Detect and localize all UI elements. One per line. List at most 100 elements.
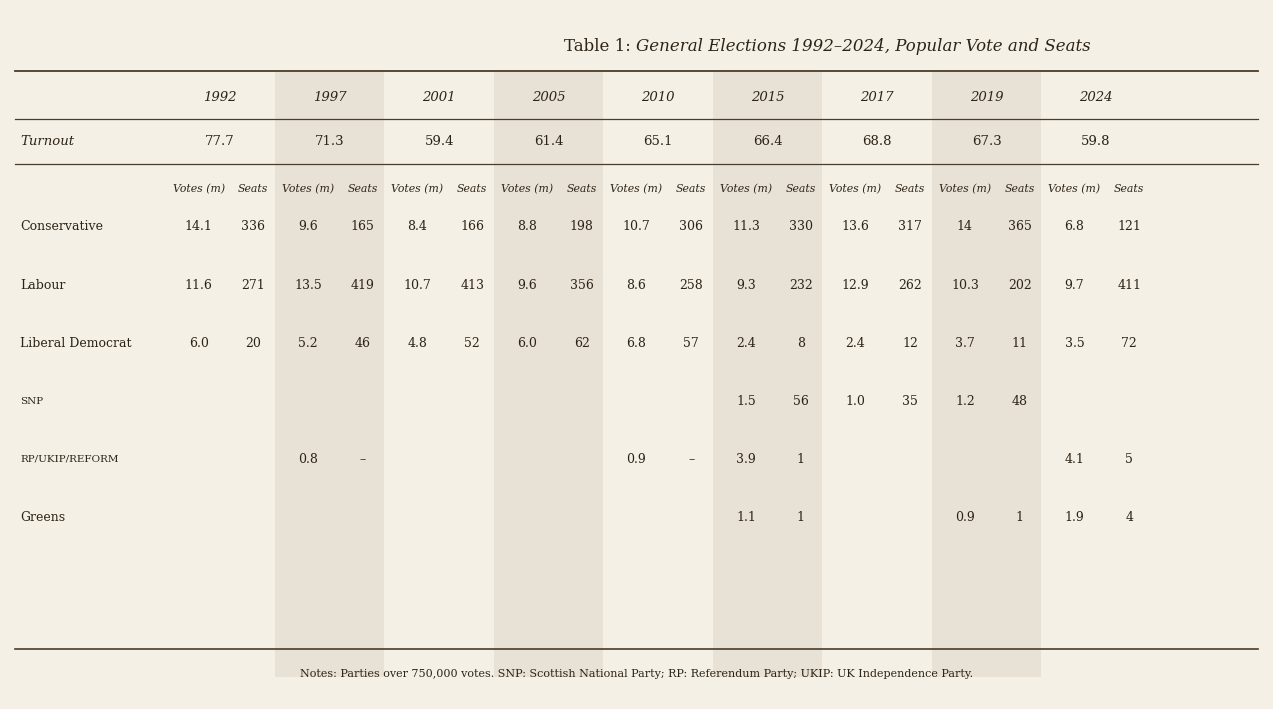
Text: 2.4: 2.4 [845,337,866,350]
Text: 3.5: 3.5 [1064,337,1085,350]
Text: 3.9: 3.9 [736,453,756,466]
Text: 365: 365 [1008,220,1031,233]
Text: Seats: Seats [348,184,378,194]
Text: 67.3: 67.3 [971,135,1002,148]
Text: Seats: Seats [676,184,707,194]
Text: Votes (m): Votes (m) [1049,184,1100,194]
Text: 1: 1 [797,511,805,524]
Text: 232: 232 [789,279,812,291]
Text: 2024: 2024 [1080,91,1113,104]
Text: Votes (m): Votes (m) [173,184,224,194]
Text: 1992: 1992 [204,91,237,104]
Text: Conservative: Conservative [20,220,103,233]
Text: 1: 1 [1016,511,1023,524]
Text: 166: 166 [461,220,484,233]
Text: 258: 258 [680,279,703,291]
Text: 2005: 2005 [532,91,565,104]
Text: 9.3: 9.3 [736,279,756,291]
Text: 8.6: 8.6 [626,279,647,291]
Text: 46: 46 [355,337,370,350]
Text: –: – [360,453,365,466]
Text: –: – [689,453,694,466]
Text: 271: 271 [242,279,265,291]
Text: 12: 12 [903,337,918,350]
Text: 2017: 2017 [861,91,894,104]
Text: 1.0: 1.0 [845,395,866,408]
Text: Greens: Greens [20,511,65,524]
Text: 13.5: 13.5 [294,279,322,291]
Text: Votes (m): Votes (m) [830,184,881,194]
Text: 65.1: 65.1 [643,135,673,148]
Text: 202: 202 [1008,279,1031,291]
Text: 8.8: 8.8 [517,220,537,233]
Text: Seats: Seats [1114,184,1144,194]
Text: 62: 62 [574,337,589,350]
Text: 52: 52 [465,337,480,350]
Text: 4.8: 4.8 [407,337,428,350]
Text: Seats: Seats [238,184,269,194]
Text: Votes (m): Votes (m) [392,184,443,194]
Bar [713,71,822,677]
Text: 1.5: 1.5 [736,395,756,408]
Text: 1.2: 1.2 [955,395,975,408]
Text: 0.8: 0.8 [298,453,318,466]
Text: 20: 20 [246,337,261,350]
Text: 2015: 2015 [751,91,784,104]
Text: 2.4: 2.4 [736,337,756,350]
Text: Seats: Seats [895,184,925,194]
Text: 336: 336 [242,220,265,233]
Text: 6.8: 6.8 [1064,220,1085,233]
Text: General Elections 1992–2024, Popular Vote and Seats: General Elections 1992–2024, Popular Vot… [636,38,1091,55]
Text: Votes (m): Votes (m) [283,184,334,194]
Text: 14.1: 14.1 [185,220,213,233]
Text: 262: 262 [899,279,922,291]
Text: 2001: 2001 [423,91,456,104]
Text: 59.4: 59.4 [424,135,454,148]
Text: Seats: Seats [457,184,488,194]
Text: Votes (m): Votes (m) [939,184,990,194]
Text: Votes (m): Votes (m) [611,184,662,194]
Text: 0.9: 0.9 [955,511,975,524]
Text: 14: 14 [957,220,973,233]
Text: RP/UKIP/REFORM: RP/UKIP/REFORM [20,455,118,464]
Text: Votes (m): Votes (m) [721,184,771,194]
Text: 9.6: 9.6 [517,279,537,291]
Text: Liberal Democrat: Liberal Democrat [20,337,132,350]
Text: 1.9: 1.9 [1064,511,1085,524]
Text: 68.8: 68.8 [862,135,892,148]
Text: 419: 419 [351,279,374,291]
Text: 4: 4 [1125,511,1133,524]
Text: 4.1: 4.1 [1064,453,1085,466]
Bar [494,71,603,677]
Text: 35: 35 [903,395,918,408]
Text: 413: 413 [461,279,484,291]
Text: 8: 8 [797,337,805,350]
Text: Labour: Labour [20,279,66,291]
Text: 61.4: 61.4 [533,135,564,148]
Text: Seats: Seats [566,184,597,194]
Text: 0.9: 0.9 [626,453,647,466]
Text: Seats: Seats [1004,184,1035,194]
Text: 6.0: 6.0 [188,337,209,350]
Text: 9.7: 9.7 [1064,279,1085,291]
Text: 11.6: 11.6 [185,279,213,291]
Text: 10.7: 10.7 [404,279,432,291]
Text: 317: 317 [899,220,922,233]
Text: 6.0: 6.0 [517,337,537,350]
Text: 165: 165 [351,220,374,233]
Text: 10.7: 10.7 [622,220,651,233]
Text: 1.1: 1.1 [736,511,756,524]
Text: Seats: Seats [785,184,816,194]
Text: SNP: SNP [20,397,43,406]
Text: Notes: Parties over 750,000 votes. SNP: Scottish National Party; RP: Referendum : Notes: Parties over 750,000 votes. SNP: … [300,669,973,679]
Text: 3.7: 3.7 [955,337,975,350]
Text: 2010: 2010 [642,91,675,104]
Text: 71.3: 71.3 [314,135,345,148]
Bar [932,71,1041,677]
Text: Turnout: Turnout [20,135,75,148]
Text: 9.6: 9.6 [298,220,318,233]
Text: 13.6: 13.6 [841,220,869,233]
Bar [275,71,384,677]
Text: 77.7: 77.7 [205,135,236,148]
Text: 10.3: 10.3 [951,279,979,291]
